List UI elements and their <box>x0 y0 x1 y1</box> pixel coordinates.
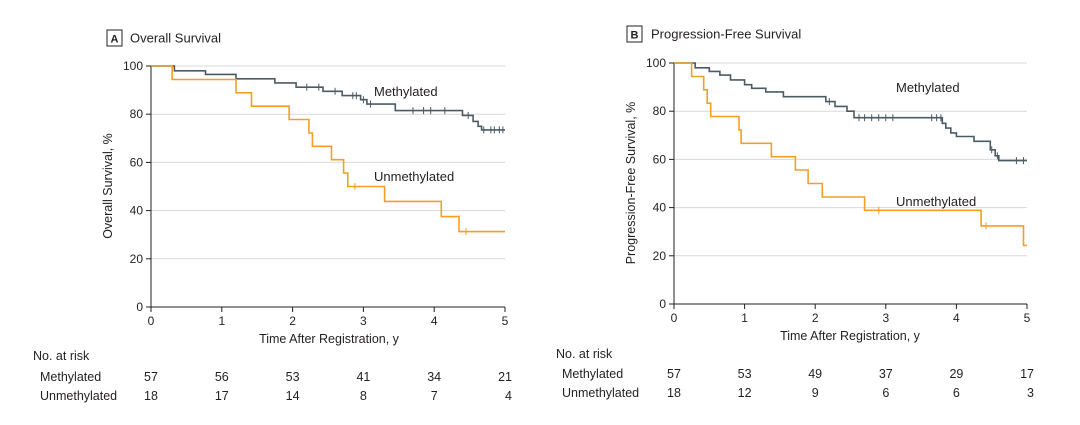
risk-value: 41 <box>356 370 370 384</box>
risk-value: 9 <box>812 386 819 400</box>
risk-value: 3 <box>1027 386 1034 400</box>
panel-a-plot: 0 20 40 60 80 100 0 1 2 3 4 5 Methylated Unmethylated <box>123 59 509 328</box>
series-line-unmethylated <box>674 62 1027 247</box>
panel-a-risk-values: 57 56 53 41 34 21 18 17 14 8 7 4 <box>144 370 512 403</box>
risk-value: 14 <box>286 389 300 403</box>
panel-a-risk-title: No. at risk <box>33 349 90 363</box>
x-tick-label: 5 <box>1024 311 1031 325</box>
panel-a-letter: A <box>111 34 119 46</box>
y-tick-label: 0 <box>659 297 666 311</box>
risk-value: 18 <box>144 389 158 403</box>
y-tick-label: 0 <box>136 300 143 314</box>
series-label-unmethylated: Unmethylated <box>374 169 454 184</box>
y-tick-label: 40 <box>130 204 144 218</box>
y-tick-label: 80 <box>653 104 667 118</box>
x-tick-label: 4 <box>431 314 438 328</box>
panel-b-ylabel: Progression-Free Survival, % <box>624 102 638 265</box>
x-tick-label: 1 <box>218 314 225 328</box>
risk-value: 12 <box>738 386 752 400</box>
x-tick-label: 2 <box>289 314 296 328</box>
x-tick-label: 0 <box>671 311 678 325</box>
y-tick-label: 100 <box>646 56 666 70</box>
risk-value: 57 <box>144 370 158 384</box>
panel-b: B Progression-Free Survival 020406080100… <box>556 25 1034 400</box>
x-tick-label: 3 <box>882 311 889 325</box>
x-tick-label: 0 <box>148 314 155 328</box>
panel-b-header: B Progression-Free Survival <box>626 25 801 43</box>
series-line-unmethylated <box>151 65 505 233</box>
panel-b-risk-title: No. at risk <box>556 347 613 361</box>
panel-a-xlabel: Time After Registration, y <box>259 332 400 346</box>
risk-value: 49 <box>808 367 822 381</box>
panel-b-risk-values: 57 53 49 37 29 17 18 12 9 6 6 3 <box>667 367 1034 400</box>
panel-a-ylabel: Overall Survival, % <box>101 133 115 239</box>
risk-value: 6 <box>953 386 960 400</box>
panel-b-risk-table: No. at risk Methylated Unmethylated 57 53… <box>556 347 1034 400</box>
x-tick-label: 2 <box>812 311 819 325</box>
y-tick-label: 60 <box>130 155 144 169</box>
risk-value: 7 <box>431 389 438 403</box>
risk-value: 6 <box>882 386 889 400</box>
panel-a-header: A Overall Survival <box>106 29 221 47</box>
y-tick-label: 20 <box>653 249 667 263</box>
panel-a-risk-table: No. at risk Methylated Unmethylated 57 56… <box>33 349 512 403</box>
x-tick-label: 4 <box>953 311 960 325</box>
y-tick-label: 100 <box>123 59 143 73</box>
panel-a-title: Overall Survival <box>130 31 221 46</box>
risk-value: 53 <box>286 370 300 384</box>
series-label-methylated: Methylated <box>374 84 438 99</box>
risk-value: 53 <box>738 367 752 381</box>
series-label-unmethylated: Unmethylated <box>896 194 976 209</box>
risk-value: 21 <box>498 370 512 384</box>
panel-b-letter: B <box>631 30 639 42</box>
y-tick-label: 20 <box>130 252 144 266</box>
panel-b-risk-row-label: Methylated <box>562 367 623 381</box>
y-tick-label: 60 <box>653 152 667 166</box>
risk-value: 17 <box>215 389 229 403</box>
panel-b-xlabel: Time After Registration, y <box>780 329 921 343</box>
y-tick-label: 80 <box>130 107 144 121</box>
series-line-methylated <box>674 62 1027 162</box>
y-tick-label: 40 <box>653 201 667 215</box>
x-tick-label: 3 <box>360 314 367 328</box>
risk-value: 34 <box>427 370 441 384</box>
panel-b-plot: 0 20 40 60 80 100 0 1 2 3 4 5 Methylated Unmethylated <box>646 56 1031 325</box>
risk-value: 29 <box>949 367 963 381</box>
series-line-methylated <box>151 65 505 131</box>
panel-a-risk-row-label: Methylated <box>40 370 101 384</box>
risk-value: 56 <box>215 370 229 384</box>
panel-a-risk-row-label: Unmethylated <box>40 389 117 403</box>
panel-b-title: Progression-Free Survival <box>651 27 801 42</box>
risk-value: 17 <box>1020 367 1034 381</box>
series-label-methylated: Methylated <box>896 80 960 95</box>
x-tick-label: 1 <box>741 311 748 325</box>
x-tick-label: 5 <box>502 314 509 328</box>
risk-value: 8 <box>360 389 367 403</box>
risk-value: 4 <box>505 389 512 403</box>
panel-b-letter-box <box>626 25 643 43</box>
panel-b-risk-row-label: Unmethylated <box>562 386 639 400</box>
risk-value: 18 <box>667 386 681 400</box>
risk-value: 37 <box>879 367 893 381</box>
panel-a-letter-box <box>106 29 123 47</box>
risk-value: 57 <box>667 367 681 381</box>
